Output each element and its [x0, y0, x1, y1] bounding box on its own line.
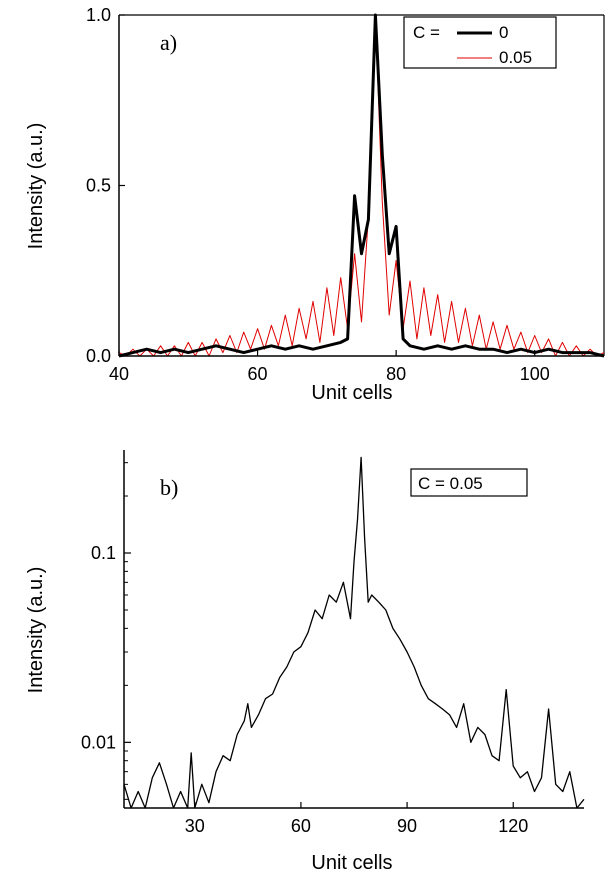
panel-b-x-tick-label: 30 — [185, 816, 205, 836]
panel-b-legend: C = 0.05 — [410, 468, 528, 497]
panel-a-ticks: 40 60 80 100 0.0 0.5 1.0 — [86, 5, 550, 384]
panel-b-x-tick-label: 120 — [498, 816, 528, 836]
panel-b-chart: 30 60 90 120 0.01 0.1 b) Unit cells Intensity… — [25, 450, 585, 874]
panel-b-y-tick-label: 0.1 — [91, 543, 116, 563]
panel-b-x-axis-title: Unit cells — [311, 852, 392, 874]
panel-a-series-line-1 — [118, 14, 605, 357]
panel-a-legend: C = 0 0.05 — [403, 16, 557, 69]
panel-a-x-tick-label: 60 — [248, 364, 268, 384]
panel-b-x-tick-label: 90 — [397, 816, 417, 836]
panel-a-x-tick-label: 80 — [386, 364, 406, 384]
panel-a-legend-label-1: 0.05 — [499, 48, 532, 67]
panel-a-legend-label-0: 0 — [499, 23, 508, 42]
panel-b-series-group — [123, 456, 585, 809]
panel-b-legend-box — [410, 468, 528, 497]
panel-a-y-tick-label: 0.0 — [86, 346, 111, 366]
panel-a-series-line-0 — [118, 13, 605, 358]
panel-b-y-axis-title: Intensity (a.u.) — [25, 567, 47, 694]
panel-b-y-tick-label: 0.01 — [81, 732, 116, 752]
panel-a-label: a) — [160, 30, 177, 55]
panel-a-x-tick-label: 100 — [520, 364, 550, 384]
panel-a-legend-box — [403, 16, 557, 69]
panel-b-ticks: 30 60 90 120 0.01 0.1 — [81, 462, 528, 836]
panel-a-chart: 40 60 80 100 0.0 0.5 1.0 a) Unit cells Intensi… — [25, 5, 605, 404]
panel-b-label: b) — [160, 475, 178, 500]
panel-a-legend-title: C = — [413, 23, 440, 42]
panel-a-y-tick-label: 0.5 — [86, 176, 111, 196]
panel-b-legend-label-0: C = 0.05 — [418, 474, 483, 493]
panel-b-x-tick-label: 60 — [291, 816, 311, 836]
panel-a-series-group — [118, 13, 605, 358]
panel-b-series-line-0 — [123, 456, 585, 809]
panel-a-y-axis-title: Intensity (a.u.) — [25, 123, 47, 250]
panel-a-y-tick-label: 1.0 — [86, 5, 111, 25]
panel-a-x-axis-title: Unit cells — [311, 382, 392, 404]
panel-a-x-tick-label: 40 — [109, 364, 129, 384]
